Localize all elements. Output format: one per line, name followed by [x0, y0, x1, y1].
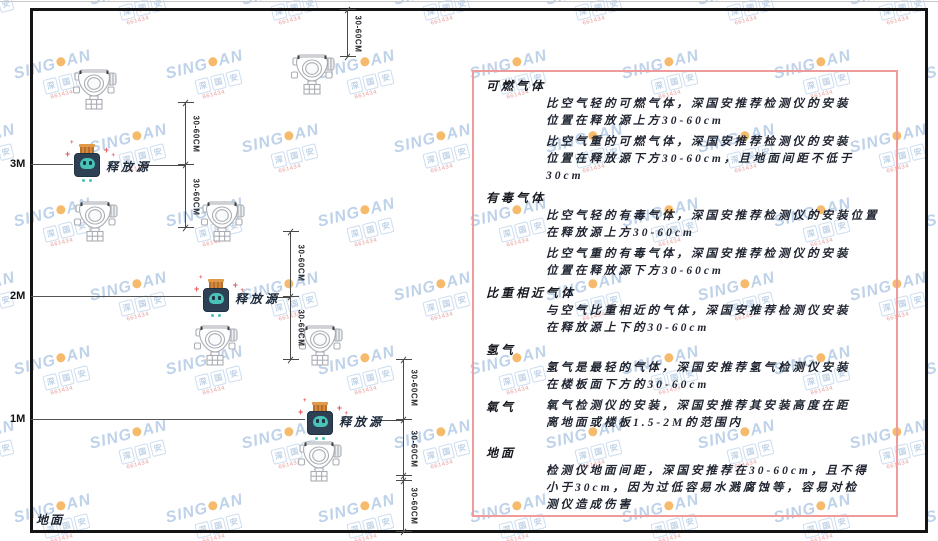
gas-detector-glyph	[73, 201, 118, 242]
info-panel: 可燃气体 比空气轻的可燃气体，深国安推荐检测仪的安装 位置在释放源上方30-60…	[472, 70, 898, 517]
release-source-label: 释放源	[106, 160, 152, 174]
gas-detector-icon	[296, 436, 344, 482]
section-heading: 氧气	[486, 400, 517, 414]
connector-1m	[371, 420, 403, 421]
gas-detector-icon	[72, 196, 120, 242]
spark-icon: +	[65, 149, 71, 159]
section-paragraph: 比空气重的有毒气体，深国安推荐检测仪的安装 位置在释放源下方30-60cm	[546, 248, 851, 277]
section-paragraph: 比空气轻的有毒气体，深国安推荐检测仪的安装位置 在释放源上方30-60cm	[546, 210, 880, 239]
spark-icon: +	[303, 398, 307, 404]
section-paragraph: 与空气比重相近的气体，深国安推荐检测仪安装 在释放源上下的30-60cm	[546, 305, 851, 334]
spark-icon: +	[194, 284, 200, 294]
spark-icon: +	[70, 140, 74, 146]
release-source-label: 释放源	[339, 415, 385, 429]
height-line-1m	[31, 419, 305, 420]
ground-label: 地面	[36, 513, 65, 527]
section-heading: 有毒气体	[486, 191, 547, 205]
release-source-icon: + + + +	[194, 275, 244, 317]
dimension-2m-group: 30-60CM 30-60CM	[283, 231, 306, 360]
spark-icon: +	[298, 407, 304, 417]
section-paragraph: 比空气重的可燃气体，深国安推荐检测仪的安装 位置在释放源下方30-60cm，且地…	[546, 136, 855, 182]
gas-detector-icon	[297, 320, 345, 366]
section-paragraph: 氢气是最轻的气体，深国安推荐氢气检测仪安装 在楼板面下方的30-60cm	[546, 362, 851, 391]
page-top-edge	[0, 1, 938, 2]
spark-icon: +	[111, 153, 115, 159]
height-line-3m	[31, 164, 73, 165]
section-ground: 地面 检测仪地面间距，深国安推荐在30-60cm，且不得 小于30cm，因为过低…	[486, 444, 886, 514]
section-heading: 地面	[486, 446, 517, 460]
gas-detector-icon	[199, 196, 247, 242]
dimension-label: 30-60CM	[353, 15, 363, 53]
release-source-icon: + + + +	[298, 398, 348, 440]
gas-detector-glyph	[290, 54, 335, 95]
connector-3m	[138, 165, 185, 166]
spark-icon: +	[103, 145, 109, 155]
dimension-label: 30-60CM	[409, 430, 419, 468]
dimension-1m-group: 30-60CM 30-60CM 30-60CM	[396, 359, 419, 533]
dimension-label: 30-60CM	[191, 178, 201, 216]
connector-2m	[267, 297, 290, 298]
height-label-3m: 3M	[10, 158, 26, 170]
spark-icon: +	[336, 403, 342, 413]
spark-icon: +	[240, 288, 244, 294]
room-frame	[30, 8, 928, 533]
height-label-2m: 2M	[10, 290, 26, 302]
release-source-icon: + + + +	[65, 140, 115, 182]
release-source-label: 释放源	[235, 292, 281, 306]
gas-detector-icon	[71, 64, 119, 110]
section-oxygen: 氧气 氧气检测仪的安装，深国安推荐其安装高度在距 离地面或楼板1.5-2M的范围…	[486, 398, 886, 432]
gas-detector-glyph	[297, 441, 342, 482]
dimension-label: 30-60CM	[296, 309, 306, 347]
section-heading: 氢气	[486, 343, 517, 357]
gas-detector-icon	[192, 320, 240, 366]
spark-icon: +	[344, 411, 348, 417]
section-toxic-gas: 有毒气体 比空气轻的有毒气体，深国安推荐检测仪的安装位置 在释放源上方30-60…	[486, 189, 886, 280]
section-hydrogen: 氢气 氢气是最轻的气体，深国安推荐氢气检测仪安装 在楼板面下方的30-60cm	[486, 341, 886, 394]
gas-detector-glyph	[200, 201, 245, 242]
section-similar-density-gas: 比重相近气体 与空气比重相近的气体，深国安推荐检测仪安装 在释放源上下的30-6…	[486, 284, 886, 337]
section-combustible-gas: 可燃气体 比空气轻的可燃气体，深国安推荐检测仪的安装 位置在释放源上方30-60…	[486, 77, 886, 185]
height-line-2m	[31, 296, 201, 297]
dimension-label: 30-60CM	[296, 244, 306, 282]
section-paragraph: 比空气轻的可燃气体，深国安推荐检测仪的安装 位置在释放源上方30-60cm	[546, 98, 851, 127]
gas-detector-glyph	[193, 325, 238, 366]
dimension-3m-group: 30-60CM 30-60CM	[178, 102, 201, 228]
height-label-1m: 1M	[10, 413, 26, 425]
dimension-label: 30-60CM	[191, 115, 201, 153]
dimension-label: 30-60CM	[409, 369, 419, 407]
spark-icon: +	[232, 280, 238, 290]
gas-detector-glyph	[298, 325, 343, 366]
spark-icon: +	[199, 275, 203, 281]
section-paragraph: 氧气检测仪的安装，深国安推荐其安装高度在距 离地面或楼板1.5-2M的范围内	[546, 400, 851, 429]
gas-detector-icon	[289, 49, 337, 95]
section-heading: 可燃气体	[486, 79, 547, 93]
dimension-ceiling: 30-60CM	[340, 9, 363, 57]
section-heading: 比重相近气体	[486, 286, 577, 300]
gas-detector-glyph	[72, 69, 117, 110]
dimension-label: 30-60CM	[409, 487, 419, 525]
section-paragraph: 检测仪地面间距，深国安推荐在30-60cm，且不得 小于30cm，因为过低容易水…	[546, 465, 869, 511]
info-panel-content: 可燃气体 比空气轻的可燃气体，深国安推荐检测仪的安装 位置在释放源上方30-60…	[474, 72, 896, 514]
